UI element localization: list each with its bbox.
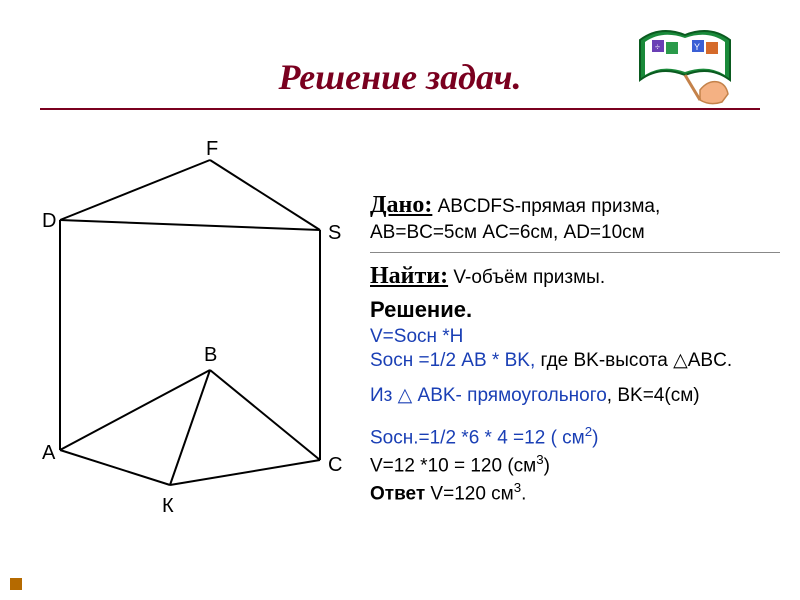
solution-line-2b: где BK-высота xyxy=(541,350,674,371)
vertex-label-C: C xyxy=(328,454,342,477)
solution-line-5a: V=12 *10 = 120 (см xyxy=(370,455,536,476)
solution-line-2a: Sосн =1/2 AB * BK, xyxy=(370,350,541,371)
vertex-label-S: S xyxy=(328,222,341,245)
solution-line-4a: Sосн.=1/2 *6 * 4 =12 ( см xyxy=(370,427,585,448)
divider xyxy=(370,252,780,253)
given-label: Дано: xyxy=(370,192,432,218)
given-text-1: ABCDFS-прямая призма, xyxy=(432,196,660,217)
prism-diagram: ACКBDSF xyxy=(40,150,350,520)
find-text: V-объём призмы. xyxy=(448,267,605,288)
answer-label: Ответ xyxy=(370,483,430,504)
find-label: Найти: xyxy=(370,263,448,289)
answer-value: V=120 см xyxy=(430,483,513,504)
problem-content: Дано: ABCDFS-прямая призма, AB=BC=5см AC… xyxy=(370,190,780,507)
vertex-label-F: F xyxy=(206,138,218,161)
vertex-label-B: B xyxy=(204,344,217,367)
page-title: Решение задач. xyxy=(279,56,522,98)
svg-text:Y: Y xyxy=(694,42,700,52)
solution-line-4b: ) xyxy=(592,427,598,448)
vertex-label-D: D xyxy=(42,210,56,233)
given-text-2: AB=BC=5см AC=6см, AD=10см xyxy=(370,221,780,246)
solution-label: Решение. xyxy=(370,296,780,325)
svg-text:÷: ÷ xyxy=(655,42,660,52)
solution-line-3b: , BK=4(см) xyxy=(607,385,700,406)
corner-marker xyxy=(10,578,22,590)
solution-line-3a: Из △ ABK- прямоугольного xyxy=(370,385,607,406)
vertex-label-A: A xyxy=(42,442,55,465)
vertex-label-K: К xyxy=(162,495,174,518)
book-icon: ÷ Y xyxy=(630,20,740,115)
solution-line-2c: △ABC. xyxy=(673,350,732,371)
solution-line-1: V=Sосн *H xyxy=(370,325,780,350)
solution-line-5b: ) xyxy=(544,455,550,476)
answer-end: . xyxy=(521,483,526,504)
